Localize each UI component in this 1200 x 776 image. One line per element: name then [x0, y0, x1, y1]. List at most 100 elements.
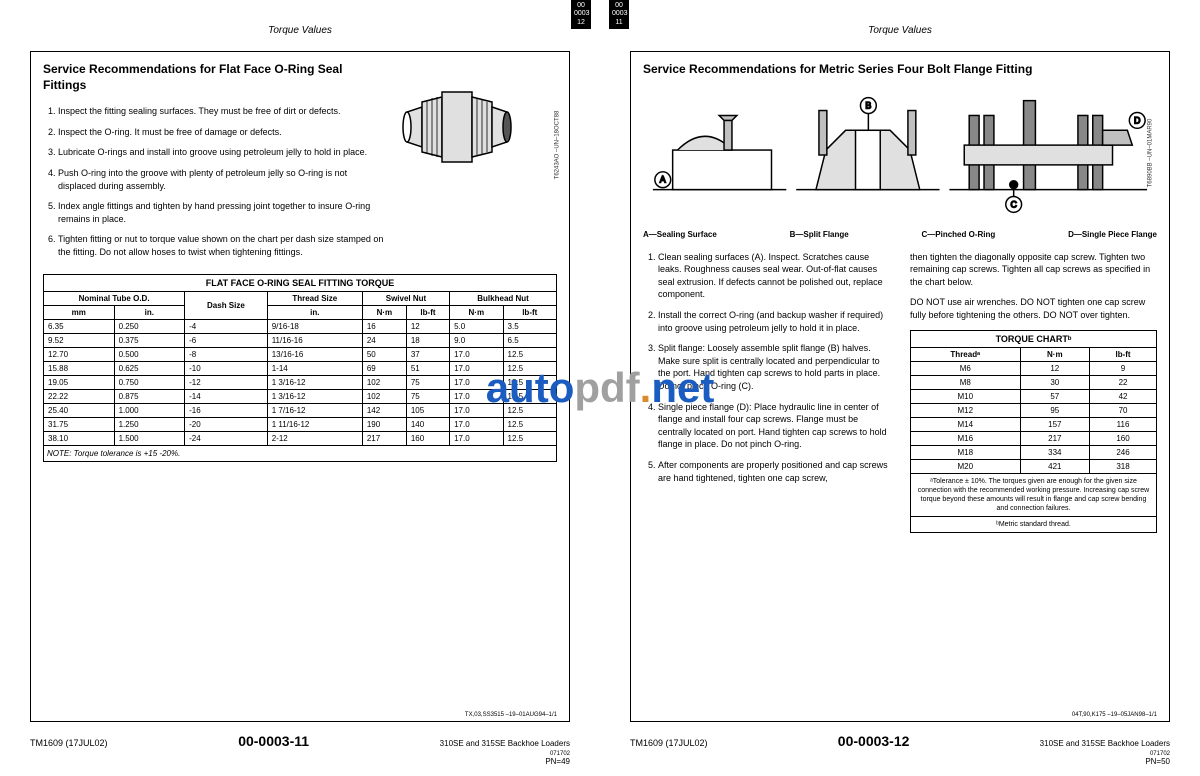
cell: 217: [362, 431, 406, 445]
chart-title: TORQUE CHARTᵇ: [911, 330, 1157, 347]
cell: 9.0: [450, 333, 503, 347]
cell: 17.0: [450, 389, 503, 403]
cell: 17.0: [450, 347, 503, 361]
cell: 12: [1020, 361, 1090, 375]
cell: 95: [1020, 403, 1090, 417]
cell: -16: [185, 403, 268, 417]
cell: -12: [185, 375, 268, 389]
right-steps: Clean sealing surfaces (A). Inspect. Scr…: [658, 251, 890, 485]
right-tabs: 00000312: [570, 0, 592, 29]
legend-c: C—Pinched O-Ring: [922, 230, 996, 239]
cell: 12: [406, 319, 449, 333]
footer-model: 310SE and 315SE Backhoe Loaders 071702 P…: [1040, 739, 1170, 766]
para: then tighten the diagonally opposite cap…: [910, 251, 1157, 289]
cell: 102: [362, 375, 406, 389]
cell: M18: [911, 445, 1021, 459]
step: Single piece flange (D): Place hydraulic…: [658, 401, 890, 451]
cell: 334: [1020, 445, 1090, 459]
step: Lubricate O-rings and install into groov…: [58, 146, 387, 159]
footer-tm: TM1609 (17JUL02): [30, 738, 108, 748]
table-row: 12.700.500-813/16-16503717.012.5: [44, 347, 557, 361]
cell: M20: [911, 459, 1021, 473]
footer-tm: TM1609 (17JUL02): [630, 738, 708, 748]
cell: 24: [362, 333, 406, 347]
cell: -6: [185, 333, 268, 347]
table-row: 22.220.875-141 3/16-121027517.012.5: [44, 389, 557, 403]
cell: 2-12: [267, 431, 362, 445]
cell: 318: [1090, 459, 1157, 473]
cell: 9: [1090, 361, 1157, 375]
right-footer: TM1609 (17JUL02) 00-0003-12 310SE and 31…: [630, 733, 1170, 766]
legend-b: B—Split Flange: [790, 230, 849, 239]
cell: 17.0: [450, 403, 503, 417]
th: N·m: [450, 305, 503, 319]
right-col-right: then tighten the diagonally opposite cap…: [910, 251, 1157, 533]
cell: 0.250: [114, 319, 185, 333]
table-row: M105742: [911, 389, 1157, 403]
step: Tighten fitting or nut to torque value s…: [58, 233, 387, 258]
cell: 38.10: [44, 431, 115, 445]
cell: 19.05: [44, 375, 115, 389]
cell: 15.88: [44, 361, 115, 375]
th: Threadᵃ: [911, 347, 1021, 361]
step: Index angle fittings and tighten by hand…: [58, 200, 387, 225]
cell: 1 11/16-12: [267, 417, 362, 431]
cell: 1.500: [114, 431, 185, 445]
cell: 12.5: [503, 347, 556, 361]
cell: 18: [406, 333, 449, 347]
svg-text:D: D: [1134, 115, 1140, 125]
table-row: M129570: [911, 403, 1157, 417]
cell: M12: [911, 403, 1021, 417]
cell: 160: [406, 431, 449, 445]
cell: M16: [911, 431, 1021, 445]
fitting-illustration: [387, 62, 527, 182]
img-ref: T6243AO –UN–18OCT88: [555, 111, 561, 180]
torque-table: FLAT FACE O-RING SEAL FITTING TORQUE Nom…: [43, 274, 557, 462]
th: mm: [44, 305, 115, 319]
tab-code: 00000312: [571, 0, 591, 29]
step: After components are properly positioned…: [658, 459, 890, 484]
table-note: NOTE: Torque tolerance is +15 -20%.: [44, 445, 557, 461]
step: Install the correct O-ring (and backup w…: [658, 309, 890, 334]
left-header: Torque Values: [30, 25, 570, 36]
right-content: Service Recommendations for Metric Serie…: [630, 51, 1170, 722]
cell: 102: [362, 389, 406, 403]
cell: 1.250: [114, 417, 185, 431]
cell: 17.0: [450, 375, 503, 389]
svg-text:C: C: [1010, 199, 1017, 209]
footer-code: 00-0003-11: [238, 733, 309, 749]
torque-chart: TORQUE CHARTᵇ Threadᵃ N·m lb-ft M6129M83…: [910, 330, 1157, 533]
img-ref: T6890BB –UN–01MAR90: [1148, 118, 1154, 187]
cell: 3.5: [503, 319, 556, 333]
chart-note: ᵃTolerance ± 10%. The torques given are …: [911, 473, 1157, 516]
table-row: M6129: [911, 361, 1157, 375]
cell: 17.0: [450, 431, 503, 445]
cell: 75: [406, 389, 449, 403]
legend-d: D—Single Piece Flange: [1068, 230, 1157, 239]
cell: 42: [1090, 389, 1157, 403]
cell: M6: [911, 361, 1021, 375]
table-row: 25.401.000-161 7/16-1214210517.012.5: [44, 403, 557, 417]
right-header: Torque Values: [630, 25, 1170, 36]
right-col-left: Clean sealing surfaces (A). Inspect. Scr…: [643, 251, 890, 533]
legend: A—Sealing Surface B—Split Flange C—Pinch…: [643, 230, 1157, 239]
cell: -14: [185, 389, 268, 403]
th: lb-ft: [1090, 347, 1157, 361]
chart-note: ᵇMetric standard thread.: [911, 516, 1157, 532]
cell: -20: [185, 417, 268, 431]
th: lb-ft: [503, 305, 556, 319]
table-row: 15.880.625-101-14695117.012.5: [44, 361, 557, 375]
cell: 421: [1020, 459, 1090, 473]
cell: 50: [362, 347, 406, 361]
bottom-ref: 04T,90,K175 –19–05JAN98–1/1: [1072, 712, 1157, 718]
step: Inspect the fitting sealing surfaces. Th…: [58, 105, 387, 118]
cell: 57: [1020, 389, 1090, 403]
cell: 75: [406, 375, 449, 389]
th-bulk: Bulkhead Nut: [450, 291, 557, 305]
table-row: M20421318: [911, 459, 1157, 473]
cell: 0.875: [114, 389, 185, 403]
table-row: 9.520.375-611/16-1624189.06.5: [44, 333, 557, 347]
cell: 0.500: [114, 347, 185, 361]
svg-text:A: A: [660, 174, 666, 184]
cell: 30: [1020, 375, 1090, 389]
